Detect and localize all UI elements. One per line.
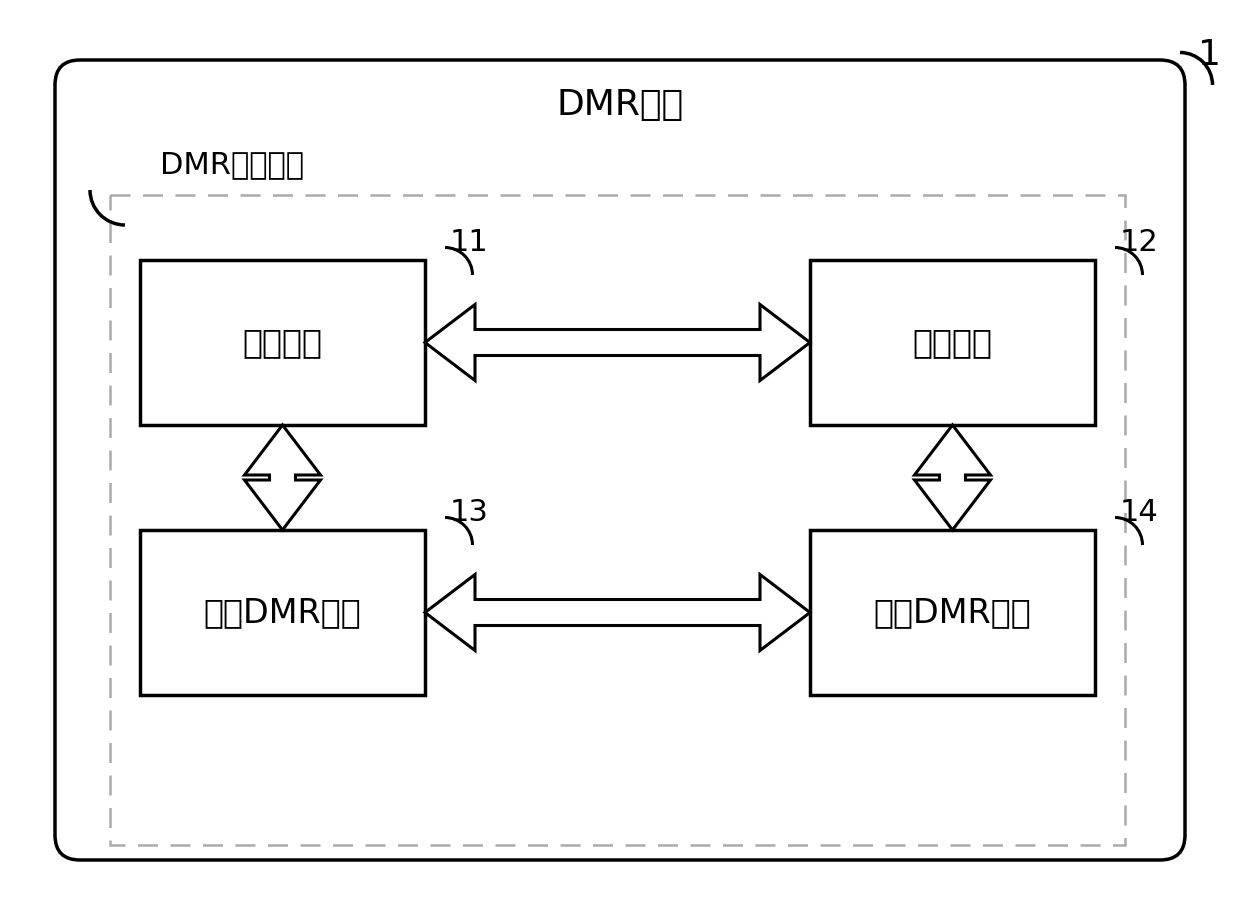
Text: 1: 1 (1199, 38, 1221, 72)
Bar (140, 260, 425, 425)
Polygon shape (425, 575, 810, 651)
Text: DMR系统: DMR系统 (557, 88, 683, 122)
Polygon shape (915, 425, 991, 530)
Bar (110, 195, 1125, 845)
Text: 13: 13 (450, 498, 489, 527)
Bar (810, 530, 1095, 695)
FancyBboxPatch shape (55, 60, 1185, 860)
Text: 第二终端: 第二终端 (913, 326, 992, 359)
Polygon shape (425, 304, 810, 380)
Text: 第一DMR装置: 第一DMR装置 (203, 596, 361, 629)
Text: 第二DMR装置: 第二DMR装置 (874, 596, 1032, 629)
Bar (810, 260, 1095, 425)
Text: 第一终端: 第一终端 (243, 326, 322, 359)
Text: 11: 11 (450, 227, 489, 256)
Text: DMR通信模式: DMR通信模式 (160, 150, 304, 179)
Text: 14: 14 (1120, 498, 1158, 527)
Text: 12: 12 (1120, 227, 1158, 256)
Polygon shape (244, 425, 320, 530)
Bar (140, 530, 425, 695)
